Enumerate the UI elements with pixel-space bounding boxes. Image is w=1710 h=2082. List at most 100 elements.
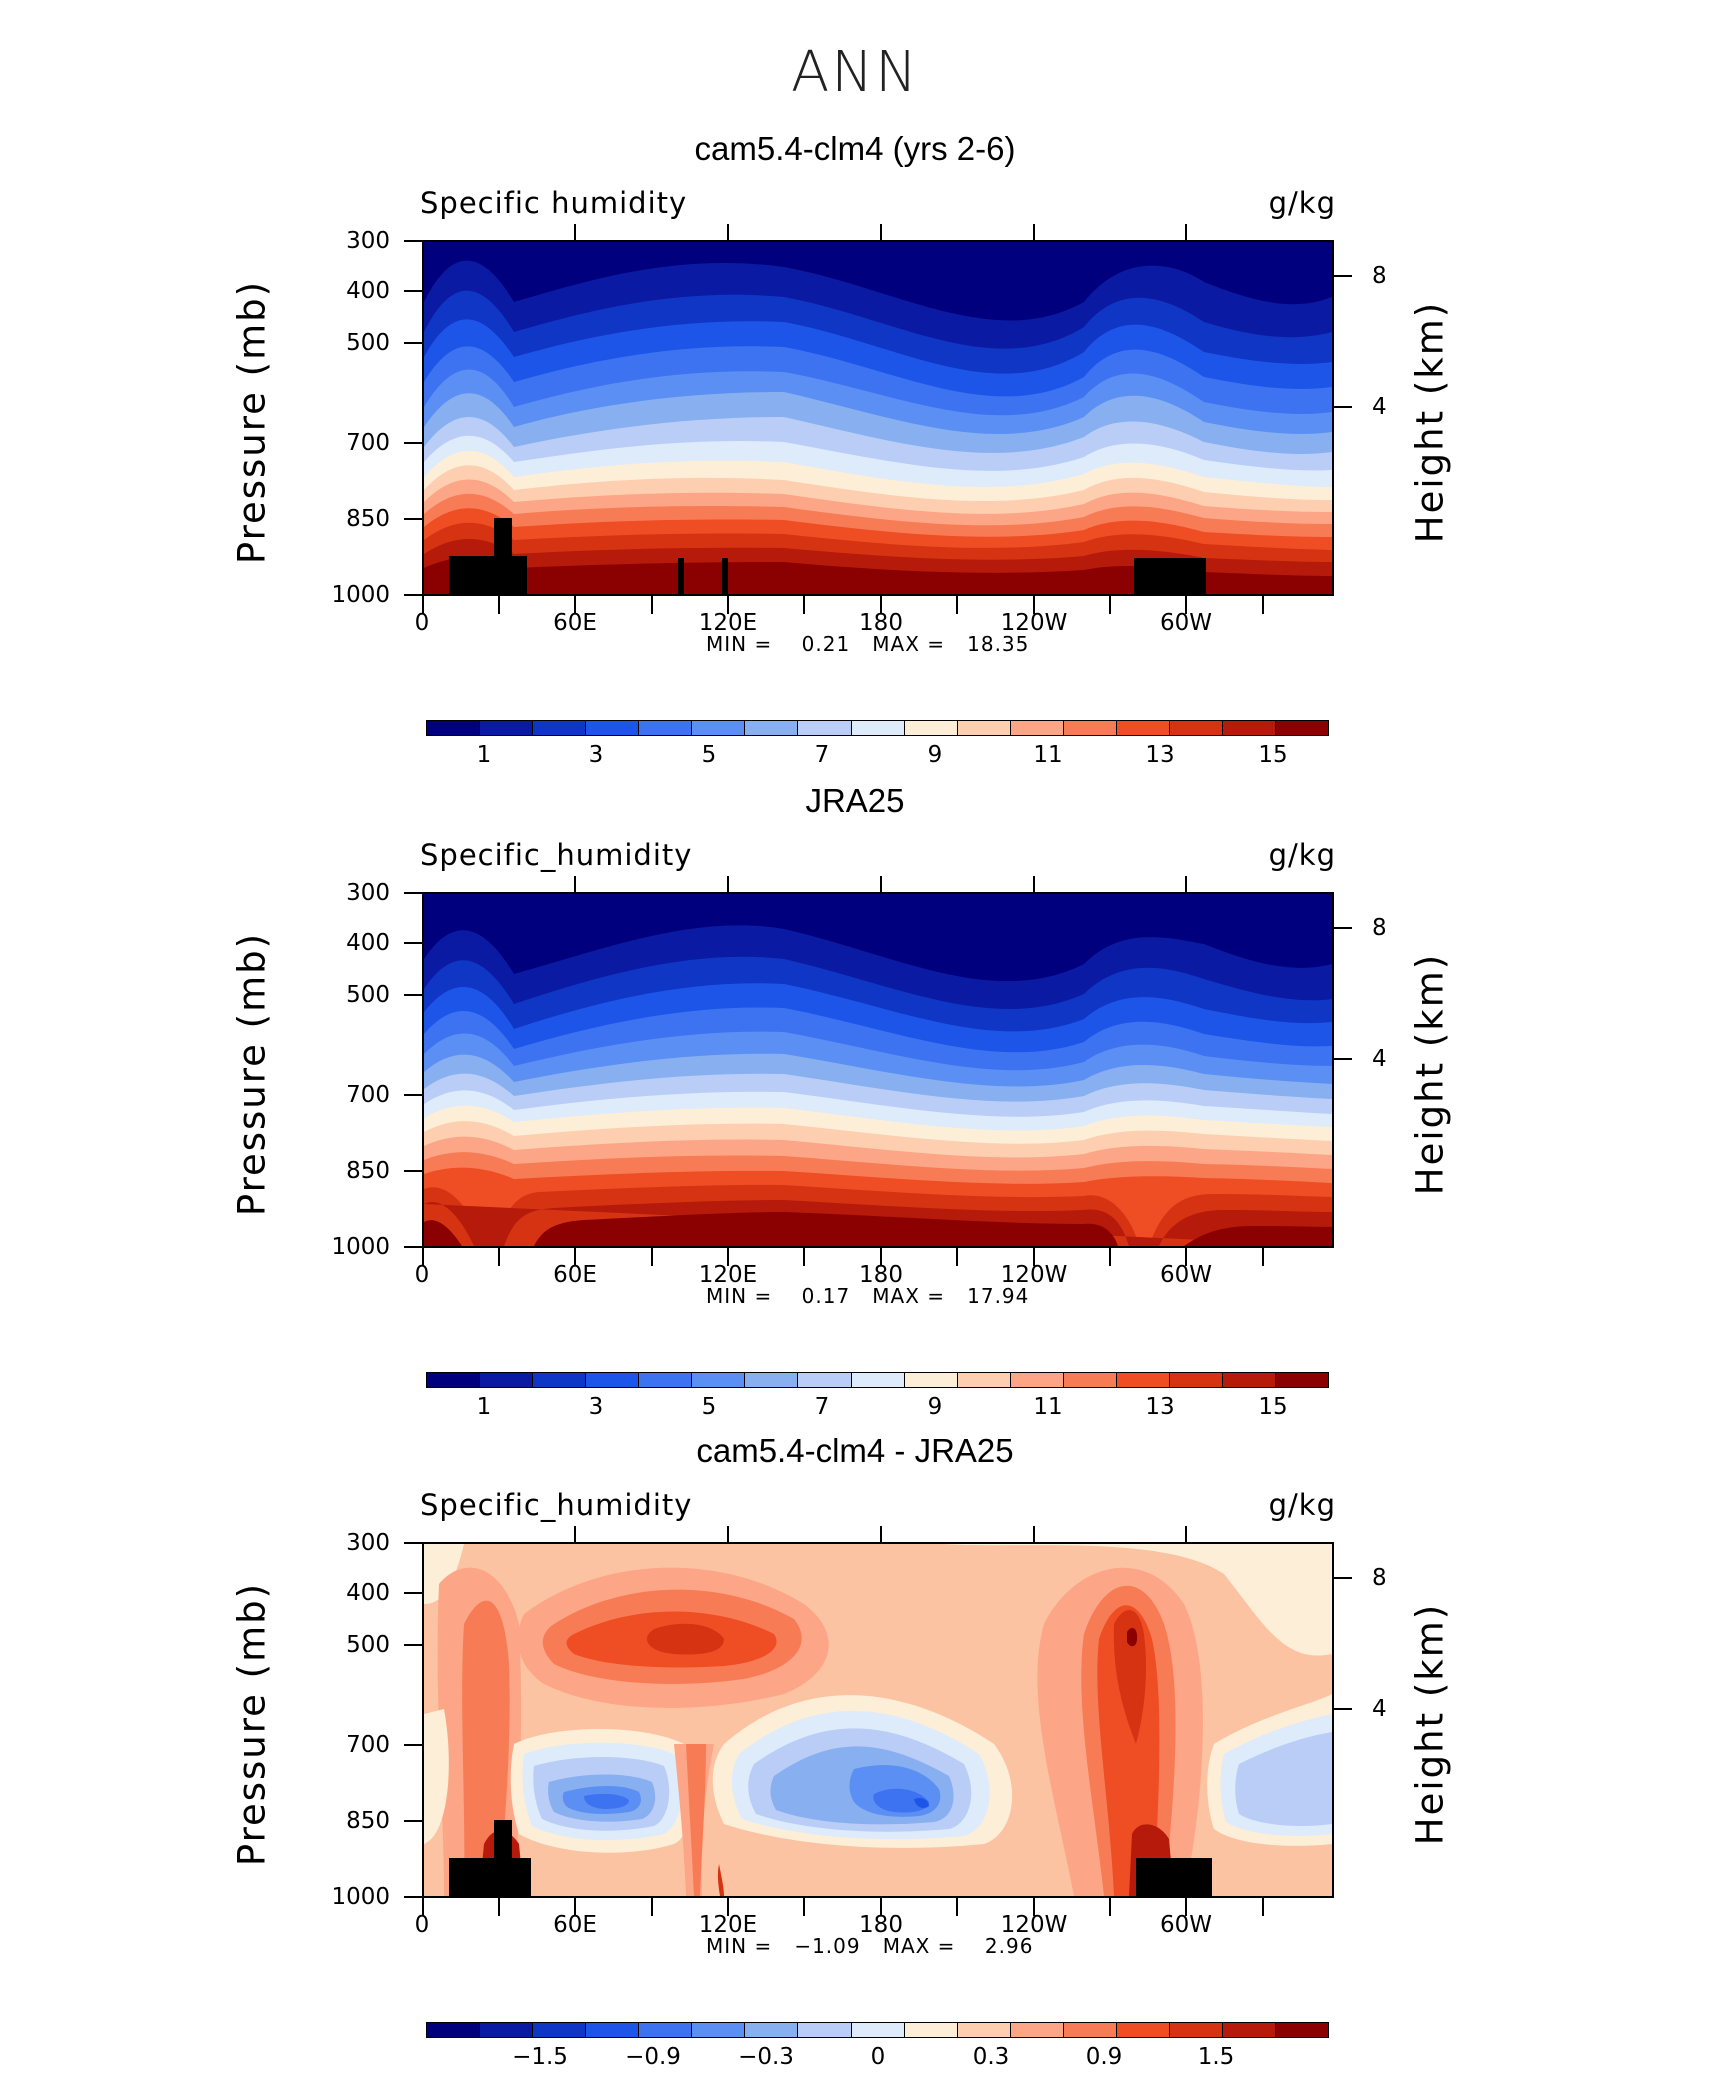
y-tick-mark [404, 1820, 422, 1822]
colorbar-swatch [1276, 2023, 1329, 2037]
x-tick-label: 60E [553, 1262, 597, 1288]
contour-plot [422, 892, 1334, 1248]
colorbar-swatch [692, 1373, 746, 1387]
panel-model: cam5.4-clm4 (yrs 2-6) Specific humidity … [0, 130, 1710, 780]
x-tick-label: 60W [1159, 1262, 1213, 1288]
colorbar-swatch [745, 1373, 799, 1387]
y-tick-label: 400 [346, 930, 390, 956]
y-tick-mark [404, 1094, 422, 1096]
x-tick-mark [422, 1898, 424, 1916]
y-tick-label: 700 [346, 1732, 390, 1758]
colorbar-swatch [904, 1373, 958, 1387]
x-tick-label: 180 [859, 1262, 903, 1288]
y-tick-label: 1000 [331, 1234, 390, 1260]
max-label: MAX = [872, 1284, 946, 1308]
colorbar-swatch [1169, 721, 1223, 735]
x-tick-mark [651, 1248, 653, 1266]
y-tick-mark [404, 994, 422, 996]
y-tick-label: 500 [346, 1632, 390, 1658]
min-value: 0.21 [801, 632, 851, 656]
contour-band [944, 1544, 1332, 1656]
contour-band [424, 557, 1332, 594]
x-tick-mark [422, 596, 424, 614]
contour-band [873, 1788, 929, 1813]
units-label: g/kg [1268, 1488, 1336, 1522]
colorbar-label: −1.5 [512, 2044, 568, 2070]
y-tick-label: 300 [346, 1530, 390, 1556]
colorbar-label: 9 [927, 1394, 943, 1420]
x-tick-label: 120E [698, 610, 758, 636]
x-tick-mark-top [727, 876, 729, 894]
colorbar-swatch [692, 721, 746, 735]
x-tick-mark [1262, 1898, 1264, 1916]
y-tick-label: 400 [346, 278, 390, 304]
contour-band [646, 1623, 724, 1655]
height-tick-mark [1334, 1708, 1352, 1710]
x-tick-mark-top [880, 224, 882, 242]
x-tick-mark [956, 596, 958, 614]
x-tick-mark [1033, 1248, 1035, 1266]
x-tick-label: 120W [1000, 1912, 1068, 1938]
y-axis-label-right: Height (km) [1408, 300, 1452, 544]
x-tick-mark [651, 1898, 653, 1916]
x-tick-mark [1109, 1248, 1111, 1266]
y-tick-label: 850 [346, 1808, 390, 1834]
y-tick-label: 500 [346, 330, 390, 356]
x-tick-label: 60E [553, 610, 597, 636]
y-axis-label: Pressure (mb) [230, 279, 274, 565]
contour-field [424, 242, 1332, 594]
colorbar-swatch [1116, 2023, 1170, 2037]
max-value: 17.94 [967, 1284, 1030, 1308]
height-tick-mark [1334, 406, 1352, 408]
x-tick-label: 120W [1000, 1262, 1068, 1288]
topography-mask [449, 518, 1206, 594]
colorbar-swatch [533, 2023, 587, 2037]
x-tick-label: 0 [414, 610, 430, 636]
min-max-readout: MIN = 0.17 MAX = 17.94 [706, 1284, 1029, 1308]
variable-label: Specific_humidity [420, 1488, 693, 1522]
contour-band [584, 1793, 629, 1809]
x-tick-mark-top [727, 1526, 729, 1544]
colorbar-swatch [1010, 2023, 1064, 2037]
y-tick-label: 700 [346, 1082, 390, 1108]
colorbar-label: 1 [476, 742, 492, 768]
x-tick-label: 0 [414, 1262, 430, 1288]
colorbar-swatch [957, 721, 1011, 735]
min-label: MIN = [706, 1284, 773, 1308]
x-tick-mark-top [1185, 1526, 1187, 1544]
min-max-readout: MIN = −1.09 MAX = 2.96 [706, 1934, 1033, 1958]
y-tick-label: 500 [346, 982, 390, 1008]
colorbar-swatch [957, 1373, 1011, 1387]
height-tick-mark [1334, 1577, 1352, 1579]
panel-title: cam5.4-clm4 (yrs 2-6) [694, 130, 1016, 167]
variable-label: Specific humidity [420, 186, 688, 220]
colorbar-swatch [1010, 1373, 1064, 1387]
x-tick-mark [498, 1248, 500, 1266]
contour-band [424, 1709, 449, 1844]
colorbar-swatch [798, 1373, 852, 1387]
contour-plot [422, 1542, 1334, 1898]
colorbar-label: 15 [1258, 742, 1288, 768]
y-tick-mark [404, 594, 422, 596]
y-tick-label: 300 [346, 228, 390, 254]
y-tick-mark [404, 892, 422, 894]
colorbar-swatch [427, 2023, 481, 2037]
y-tick-mark [404, 290, 422, 292]
contour-band [914, 1797, 929, 1808]
x-tick-mark-top [1033, 224, 1035, 242]
x-tick-mark [1109, 596, 1111, 614]
height-tick-mark [1334, 1058, 1352, 1060]
colorbar-swatch [851, 2023, 905, 2037]
colorbar-label: 5 [701, 742, 717, 768]
x-tick-mark-top [1033, 876, 1035, 894]
min-value: −1.09 [794, 1934, 861, 1958]
x-tick-label: 180 [859, 610, 903, 636]
colorbar-swatch [639, 1373, 693, 1387]
colorbar [426, 720, 1329, 736]
colorbar-swatch [1063, 721, 1117, 735]
colorbar-swatch [904, 721, 958, 735]
y-axis-label-right: Height (km) [1408, 1602, 1452, 1846]
x-tick-mark [498, 596, 500, 614]
colorbar-label: 0.3 [972, 2044, 1010, 2070]
x-tick-mark-top [727, 224, 729, 242]
